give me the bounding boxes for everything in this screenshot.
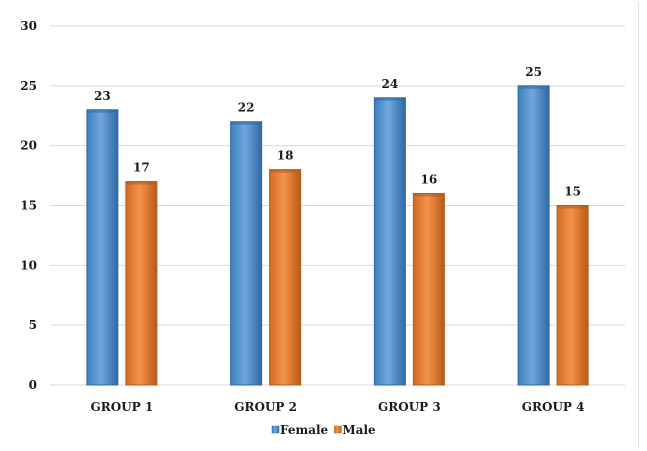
bar-male-3 (412, 193, 445, 386)
y-axis-tick-labels: 0 5 10 15 20 25 30 (20, 19, 37, 392)
data-label: 18 (277, 149, 294, 163)
chart-frame (2, 2, 639, 449)
legend-swatch (271, 425, 280, 434)
x-tick-label: GROUP 2 (234, 400, 297, 414)
x-tick-label: GROUP 4 (522, 400, 585, 414)
y-tick-label: 5 (29, 318, 37, 332)
bar-body (125, 181, 158, 386)
legend-label: Female (280, 423, 329, 437)
data-label: 25 (525, 65, 542, 79)
y-tick-label: 15 (20, 199, 37, 213)
bar-body (556, 205, 589, 386)
data-label: 22 (238, 101, 255, 115)
data-label: 17 (133, 161, 150, 175)
y-tick-label: 0 (29, 378, 37, 392)
legend: Female Male (271, 423, 376, 437)
y-tick-label: 20 (20, 139, 37, 153)
data-label: 23 (94, 89, 111, 103)
data-label: 16 (421, 173, 438, 187)
y-tick-label: 10 (20, 258, 37, 272)
x-axis-tick-labels: GROUP 1 GROUP 2 GROUP 3 GROUP 4 (91, 400, 585, 414)
x-tick-label: GROUP 3 (378, 400, 441, 414)
legend-item-female: Female (271, 423, 329, 437)
bar-body (517, 85, 550, 386)
bar-top-bevel (269, 169, 301, 173)
bar-male-4 (556, 205, 589, 386)
bar-body (86, 109, 119, 386)
bar-male-2 (269, 169, 302, 386)
bar-top-bevel (518, 85, 550, 89)
legend-item-male: Male (334, 423, 376, 437)
data-labels: 23 17 22 18 24 16 25 15 (94, 65, 581, 199)
bars (86, 85, 589, 386)
bar-female-1 (86, 109, 119, 386)
bar-body (269, 169, 302, 386)
y-tick-label: 30 (20, 19, 37, 33)
y-tick-label: 25 (20, 79, 37, 93)
data-label: 24 (382, 77, 399, 91)
data-label: 15 (564, 185, 581, 199)
x-tick-label: GROUP 1 (91, 400, 154, 414)
bar-body (412, 193, 445, 386)
bar-male-1 (125, 181, 158, 386)
bar-female-4 (517, 85, 550, 386)
bar-top-bevel (86, 109, 118, 113)
bar-top-bevel (374, 97, 406, 101)
bar-body (230, 121, 263, 386)
legend-label: Male (342, 423, 376, 437)
bar-female-3 (373, 97, 406, 386)
legend-swatch (334, 425, 342, 434)
bar-top-bevel (125, 181, 157, 185)
bar-top-bevel (230, 121, 262, 125)
bar-female-2 (230, 121, 263, 386)
bar-body (373, 97, 406, 386)
bar-top-bevel (413, 193, 445, 197)
bar-top-bevel (557, 205, 589, 209)
